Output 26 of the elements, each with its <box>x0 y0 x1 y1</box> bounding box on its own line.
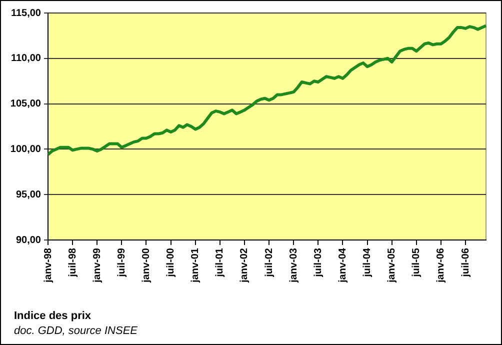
x-tick-label: janv-01 <box>190 248 202 284</box>
y-tick-label: 110,00 <box>10 53 42 64</box>
x-tick-label: janv-02 <box>239 248 250 284</box>
y-tick-label: 95,00 <box>16 189 42 200</box>
x-tick-label: juil-01 <box>214 248 226 278</box>
x-tick-label: juil-06 <box>460 248 472 278</box>
x-tick-label: juil-03 <box>312 248 324 278</box>
x-tick-label: janv-05 <box>386 248 398 284</box>
text: doc. GDD, source INSEE <box>14 325 138 337</box>
x-tick-label: janv-99 <box>92 248 103 284</box>
x-tick-label: juil-98 <box>67 248 78 278</box>
y-tick-label: 115,00 <box>10 8 42 19</box>
x-tick-label: janv-03 <box>288 248 300 284</box>
x-tick-label: janv-04 <box>337 248 348 284</box>
x-tick-label: janv-06 <box>436 248 447 284</box>
x-tick-label: janv-98 <box>42 248 54 284</box>
y-tick-label: 90,00 <box>16 234 42 246</box>
x-tick-label: juil-02 <box>264 248 275 278</box>
x-tick-label: juil-05 <box>411 248 422 278</box>
y-tick-label: 105,00 <box>10 98 42 110</box>
x-tick-label: juil-99 <box>116 248 128 278</box>
x-tick-label: juil-00 <box>166 248 177 278</box>
text: Indice des prix <box>14 310 92 322</box>
y-tick-label: 100,00 <box>10 144 42 155</box>
x-tick-label: juil-04 <box>362 248 374 278</box>
x-tick-label: janv-00 <box>140 248 152 284</box>
